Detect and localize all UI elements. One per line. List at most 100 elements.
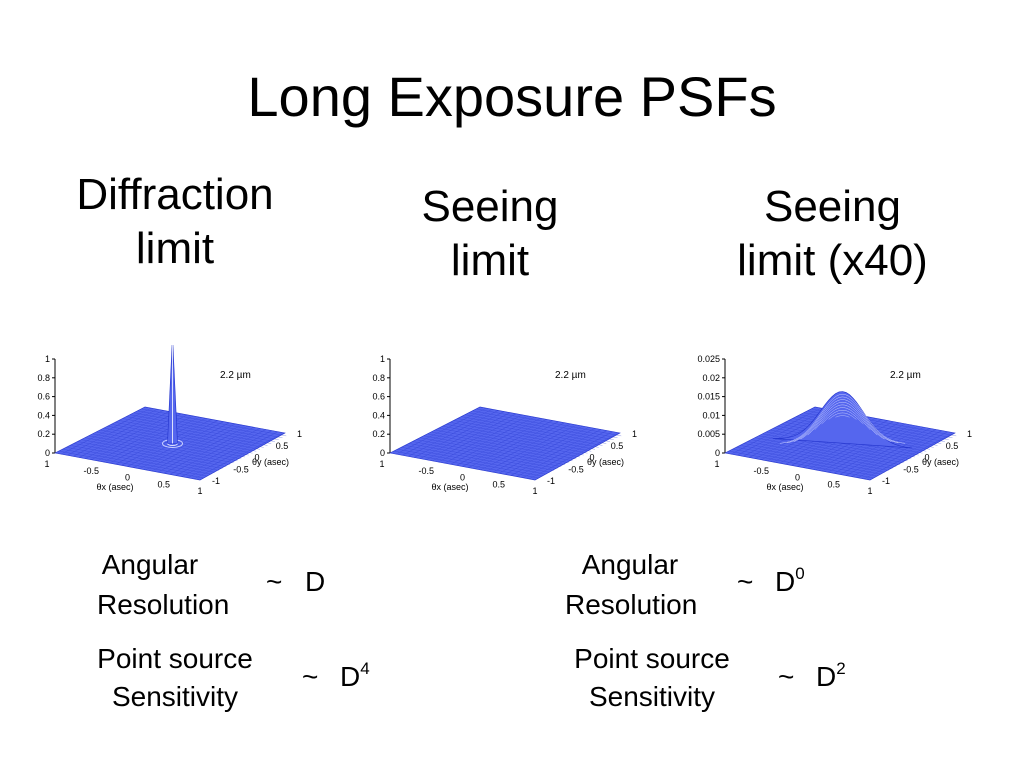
surface-contour-line bbox=[800, 401, 885, 440]
grid-line bbox=[137, 410, 283, 439]
angular-resolution-label-right: Angular bbox=[565, 546, 695, 584]
heading-line: limit (x40) bbox=[737, 236, 928, 285]
scaling-base: D bbox=[816, 661, 837, 692]
z-tick-label: 0.6 bbox=[372, 392, 385, 402]
x-tick-label: 0 bbox=[125, 473, 130, 483]
grid-line bbox=[863, 432, 955, 480]
angular-scaling-right: D0 bbox=[775, 563, 805, 601]
scaling-base: D bbox=[305, 566, 326, 597]
label-line: Point source bbox=[97, 643, 253, 674]
psf-plot-seeing: 1 0.8 0.6 0.4 0.2 0 2.2 µm 1 -0.5 0 0.5 1 1 0.5 0 -0.5 -… bbox=[355, 345, 655, 505]
grid-line bbox=[472, 410, 618, 439]
y-tick-label: 0 bbox=[925, 453, 930, 463]
scaling-exponent: 0 bbox=[795, 564, 805, 583]
x-tick-label: -0.5 bbox=[753, 466, 769, 476]
wavelength-label: 2.2 µm bbox=[890, 370, 921, 381]
y-tick-label: -1 bbox=[547, 476, 555, 486]
heading-seeing-limit: Seeing limit bbox=[380, 180, 600, 288]
x-tick-label: 0 bbox=[795, 473, 800, 483]
point-source-sensitivity-label-left: Point source Sensitivity bbox=[75, 640, 275, 716]
y-tick-label: 0.5 bbox=[611, 441, 624, 451]
y-tick-label: 0.5 bbox=[276, 441, 289, 451]
y-tick-label: -0.5 bbox=[568, 464, 584, 474]
x-tick-label: 0.5 bbox=[492, 479, 505, 489]
angular-scaling-left: D bbox=[305, 563, 325, 601]
grid-line bbox=[522, 431, 614, 478]
z-tick-label: 0.4 bbox=[37, 410, 50, 420]
wavelength-label: 2.2 µm bbox=[555, 370, 586, 381]
x-tick-label: 1 bbox=[44, 459, 49, 469]
z-tick-label: 1 bbox=[380, 354, 385, 364]
y-tick-label: -0.5 bbox=[233, 464, 249, 474]
grid-line bbox=[476, 408, 622, 437]
heading-line: Seeing bbox=[421, 182, 559, 231]
angular-tilde-right: ~ bbox=[737, 566, 754, 597]
grid-line bbox=[133, 412, 279, 440]
label-line: Sensitivity bbox=[111, 681, 239, 712]
grid-line bbox=[129, 414, 276, 442]
y-tick-label: 0 bbox=[590, 453, 595, 463]
y-axis-label: θy (asec) bbox=[922, 457, 959, 467]
surface-grid bbox=[393, 407, 622, 480]
scaling-base: D bbox=[775, 566, 796, 597]
y-tick-label: 0.5 bbox=[946, 441, 959, 451]
label-line: Sensitivity bbox=[588, 681, 716, 712]
surface-contour-line bbox=[835, 415, 850, 418]
z-tick-label: 0 bbox=[715, 448, 720, 458]
heading-diffraction-limit: Diffraction limit bbox=[45, 168, 305, 276]
surface-contour-line bbox=[779, 393, 906, 444]
surface-grid bbox=[58, 407, 287, 480]
z-tick-label: 0.2 bbox=[37, 429, 50, 439]
y-axis-label: θy (asec) bbox=[252, 457, 289, 467]
y-tick-label: -1 bbox=[882, 476, 890, 486]
x-tick-label: 1 bbox=[714, 459, 719, 469]
heading-line: limit bbox=[450, 236, 530, 285]
z-tick-label: 0.005 bbox=[697, 429, 720, 439]
grid-line bbox=[516, 430, 607, 477]
heading-seeing-limit-x40: Seeing limit (x40) bbox=[700, 180, 965, 288]
x-tick-label: 1 bbox=[867, 486, 872, 496]
x-tick-label: -0.5 bbox=[83, 466, 99, 476]
x-tick-label: 1 bbox=[379, 459, 384, 469]
label-line: Point source bbox=[574, 643, 730, 674]
z-tick-label: 1 bbox=[45, 354, 50, 364]
x-tick-label: 0 bbox=[460, 473, 465, 483]
x-tick-label: 0.5 bbox=[827, 479, 840, 489]
surface-contour-line bbox=[786, 396, 899, 444]
heading-line: Diffraction bbox=[76, 170, 274, 219]
surface-contour-line bbox=[821, 410, 864, 425]
surface-contour-line bbox=[828, 412, 857, 420]
grid-line bbox=[857, 431, 949, 478]
point-tilde-right: ~ bbox=[778, 661, 795, 692]
y-tick-label: 0 bbox=[255, 453, 260, 463]
x-tick-label: 1 bbox=[197, 486, 202, 496]
z-tick-label: 0.015 bbox=[697, 392, 720, 402]
point-scaling-right: D2 bbox=[816, 658, 846, 696]
y-tick-label: 1 bbox=[297, 429, 302, 439]
slide-title: Long Exposure PSFs bbox=[247, 65, 777, 128]
z-tick-label: 0.025 bbox=[697, 354, 720, 364]
surface-contour-line bbox=[793, 399, 892, 442]
y-tick-label: -0.5 bbox=[903, 464, 919, 474]
grid-line bbox=[468, 412, 614, 440]
z-tick-label: 0 bbox=[45, 448, 50, 458]
y-axis-label: θy (asec) bbox=[587, 457, 624, 467]
surface-contour-line bbox=[814, 407, 871, 430]
label-line: Angular bbox=[581, 549, 679, 580]
y-tick-label: 1 bbox=[632, 429, 637, 439]
angular-resolution-label-left-line2: Resolution bbox=[97, 589, 230, 620]
psf-surface-figure: 0.025 0.02 0.015 0.01 0.005 0 2.2 µm 1 -0.5 0 0.5 1… bbox=[697, 354, 972, 496]
y-tick-label: 1 bbox=[967, 429, 972, 439]
scaling-base: D bbox=[340, 661, 361, 692]
x-axis-label: θx (asec) bbox=[766, 482, 803, 492]
angular-resolution-label-left: Angular bbox=[95, 546, 205, 584]
grid-line bbox=[193, 432, 285, 480]
z-tick-label: 0.8 bbox=[372, 373, 385, 383]
grid-line bbox=[528, 432, 620, 480]
grid-line bbox=[141, 408, 287, 437]
scaling-exponent: 4 bbox=[360, 659, 370, 678]
label-line: Angular bbox=[101, 549, 199, 580]
z-tick-label: 0.01 bbox=[702, 410, 720, 420]
y-tick-label: -1 bbox=[212, 476, 220, 486]
surface-contour-line bbox=[807, 404, 878, 436]
